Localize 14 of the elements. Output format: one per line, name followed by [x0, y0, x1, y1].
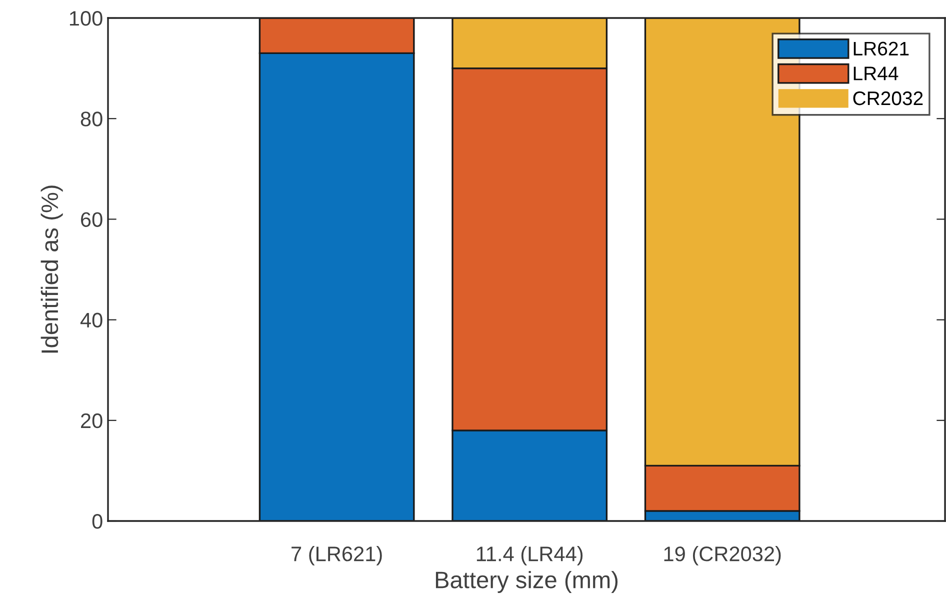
- y-tick-label: 100: [70, 11, 102, 26]
- x-tick-label: 11.4 (LR44): [476, 546, 583, 566]
- x-axis-title: Battery size (mm): [436, 570, 618, 593]
- y-axis-title: Identified as (%): [40, 186, 63, 353]
- x-tick-label: 19 (CR2032): [664, 546, 781, 566]
- y-tick-label: 0: [92, 514, 102, 529]
- legend-label: LR621: [854, 42, 909, 56]
- y-tick-label: 20: [81, 413, 102, 428]
- y-tick-label: 80: [80, 112, 102, 126]
- y-tick-label: 40: [80, 312, 102, 328]
- y-tick-label: 60: [81, 212, 102, 227]
- legend-label: CR2032: [853, 91, 923, 106]
- legend-label: LR44: [854, 66, 898, 80]
- x-tick-label: 7 (LR621): [292, 546, 382, 566]
